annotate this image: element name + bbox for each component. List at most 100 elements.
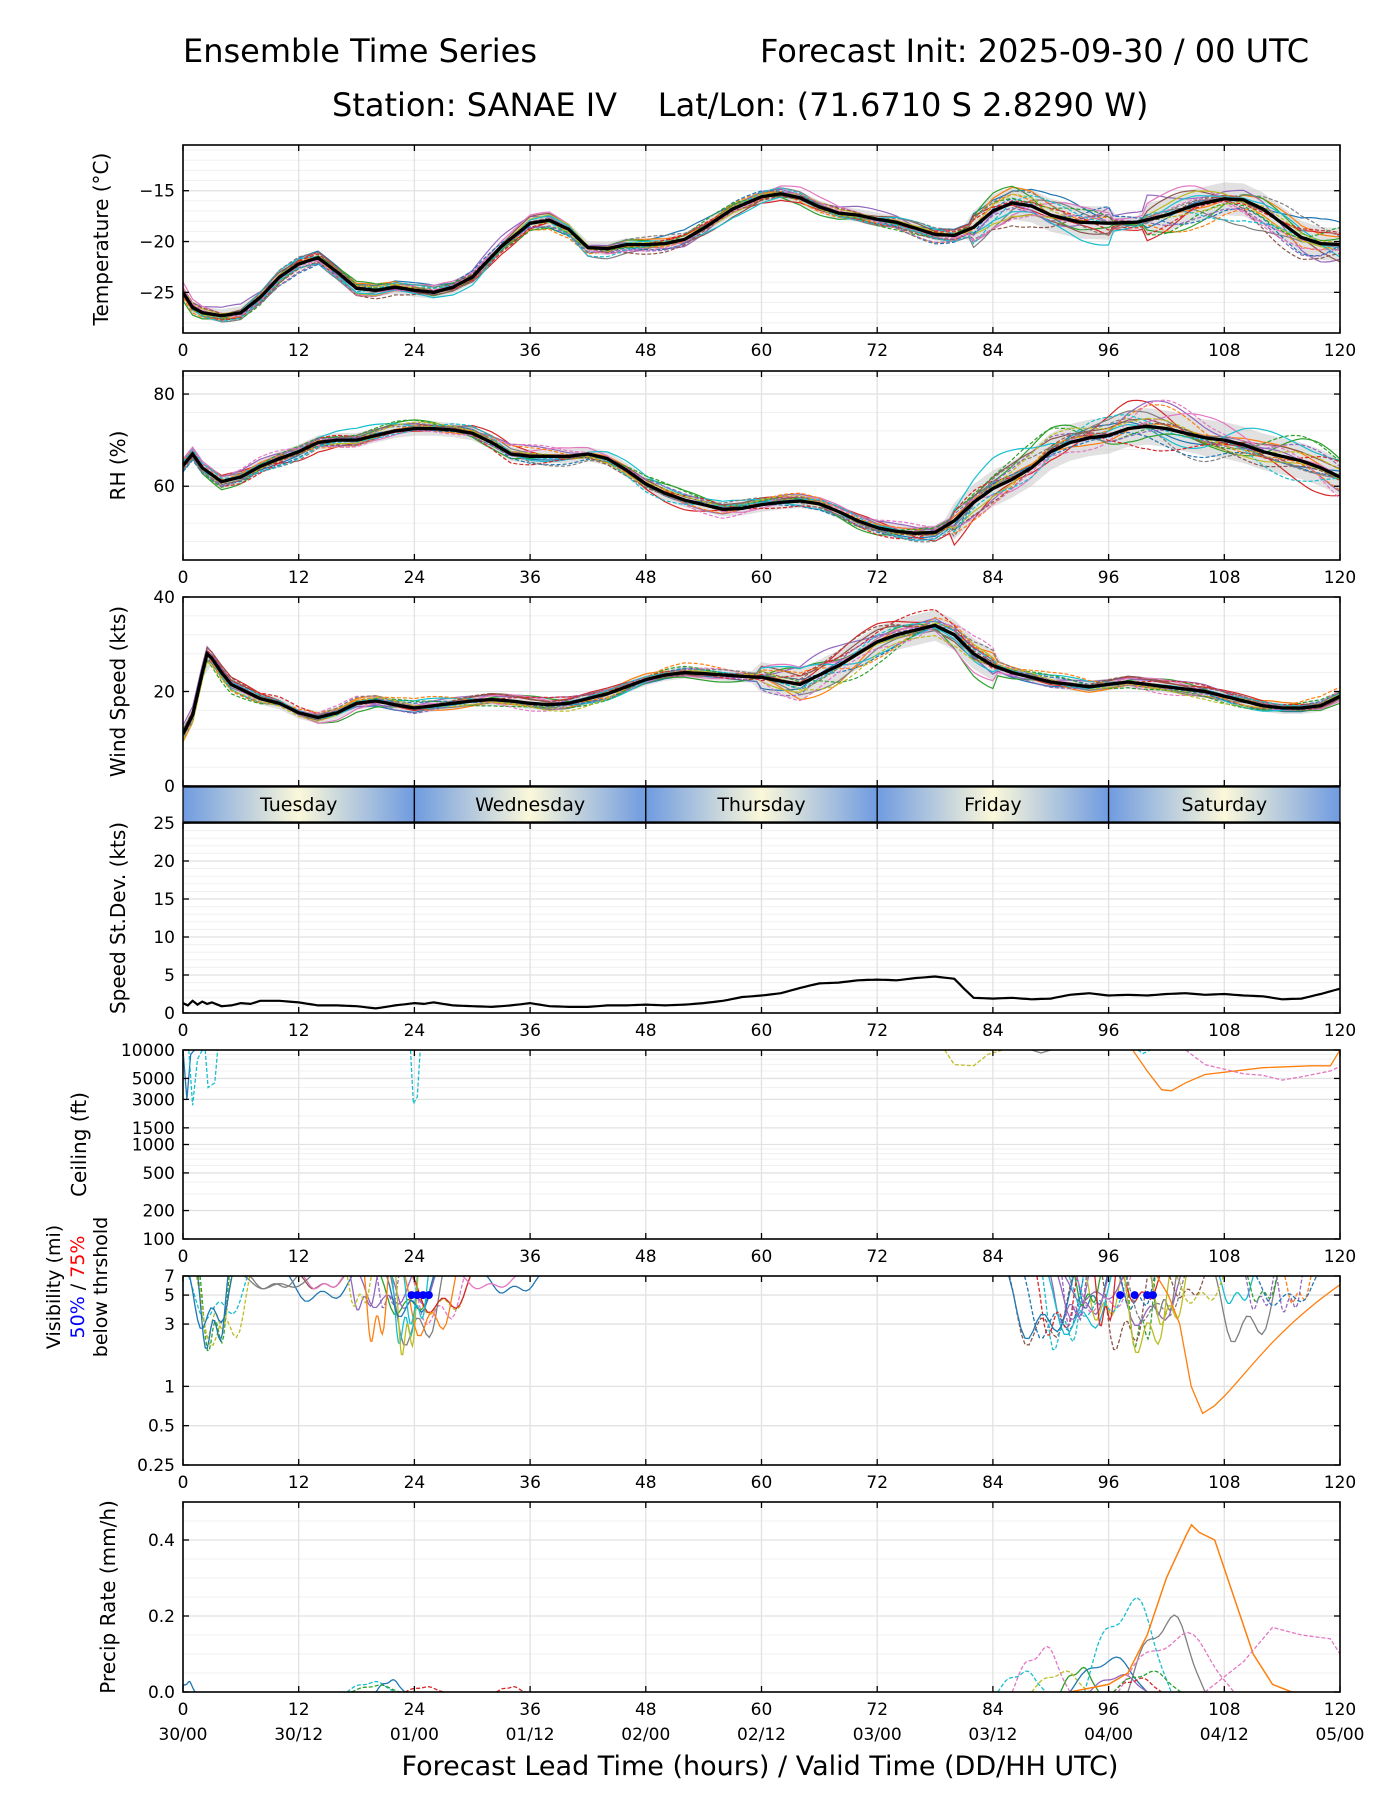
temp-member-line bbox=[183, 193, 1340, 318]
temp-ylabel: Temperature (°C) bbox=[89, 153, 113, 327]
vis-member-line bbox=[1008, 1276, 1073, 1346]
ceiling-ytick-label: 500 bbox=[143, 1164, 175, 1184]
precip-ytick-label: 0.4 bbox=[148, 1531, 175, 1551]
rh-xtick-label: 12 bbox=[288, 568, 310, 588]
ceiling-member-line bbox=[1185, 1050, 1340, 1081]
wind-ytick-label: 20 bbox=[153, 683, 175, 703]
pct75-label: 75% bbox=[67, 1236, 89, 1278]
ceiling-grid bbox=[182, 1049, 1341, 1240]
rh-series bbox=[183, 399, 1340, 547]
temp-ytick-label: −25 bbox=[139, 283, 175, 303]
temp-series bbox=[183, 182, 1340, 323]
precip-member-line bbox=[351, 1684, 401, 1692]
vis-member-line bbox=[197, 1276, 229, 1350]
vis-member-line bbox=[302, 1276, 345, 1290]
day-label: Wednesday bbox=[475, 794, 585, 816]
vis-50pct-marker bbox=[1148, 1291, 1157, 1300]
ceiling-member-line bbox=[944, 1050, 1003, 1067]
rh-xtick-label: 108 bbox=[1208, 568, 1240, 588]
ceiling-member-line bbox=[204, 1050, 219, 1089]
vis-xtick-label: 72 bbox=[866, 1473, 888, 1493]
vis-panel: 0.25 0.5 1 3 57 0 12 24 36 48 60 72 84 96 108 120 bbox=[137, 1267, 1356, 1493]
temp-ytick-label: −20 bbox=[139, 233, 175, 253]
ceiling-ytick-label: 1000 bbox=[132, 1136, 175, 1156]
rh-panel: 60 80 0 12 24 36 48 60 72 84 96 108 120 RH (%) bbox=[106, 370, 1356, 588]
visibility-label: Visibility (mi) bbox=[43, 1225, 65, 1349]
temp-member-line bbox=[183, 191, 1340, 319]
rh-xtick-label: 0 bbox=[178, 568, 189, 588]
vis-member-line bbox=[1041, 1276, 1084, 1351]
forecast-init-title: Forecast Init: 2025-09-30 / 00 UTC bbox=[760, 32, 1310, 70]
vis-member-line bbox=[1150, 1276, 1187, 1325]
valid-time-label: 04/00 bbox=[1084, 1725, 1133, 1745]
precip-xtick-label: 120 bbox=[1324, 1700, 1356, 1720]
vis-member-line bbox=[1168, 1276, 1206, 1299]
wind-panel: 0 20 40 Wind Speed (kts) bbox=[106, 588, 1341, 797]
precip-member-line bbox=[997, 1670, 1047, 1692]
sdev-xtick-label: 72 bbox=[866, 1021, 888, 1041]
rh-member-line bbox=[183, 417, 1340, 533]
valid-time-label: 04/12 bbox=[1200, 1725, 1249, 1745]
precip-xtick-label: 24 bbox=[404, 1700, 426, 1720]
visibility-threshold-label: 50% / 75% bbox=[67, 1236, 89, 1339]
sdev-xtick-label: 108 bbox=[1208, 1021, 1240, 1041]
temp-xtick-label: 84 bbox=[982, 341, 1004, 361]
vis-member-line bbox=[349, 1276, 378, 1311]
wind-series bbox=[183, 608, 1340, 743]
precip-member-line bbox=[1083, 1596, 1172, 1692]
wind-ylabel: Wind Speed (kts) bbox=[106, 606, 130, 777]
station-title: Station: SANAE IV Lat/Lon: (71.6710 S 2.… bbox=[332, 86, 1149, 124]
valid-time-label: 02/12 bbox=[737, 1725, 786, 1745]
vis-series bbox=[187, 1276, 1340, 1415]
precip-xtick-label: 12 bbox=[288, 1700, 310, 1720]
temp-member-line bbox=[183, 192, 1340, 321]
precip-member-line bbox=[346, 1680, 396, 1692]
rh-xtick-label: 48 bbox=[635, 568, 657, 588]
ceiling-series bbox=[183, 1050, 1340, 1106]
valid-time-label: 03/12 bbox=[968, 1725, 1017, 1745]
ceiling-xtick-label: 36 bbox=[519, 1247, 541, 1267]
wind-ytick-label: 0 bbox=[164, 777, 175, 797]
vis-member-line bbox=[1023, 1276, 1085, 1339]
ceiling-ytick-label: 100 bbox=[143, 1230, 175, 1250]
precip-xtick-label: 36 bbox=[519, 1700, 541, 1720]
temp-xtick-label: 60 bbox=[751, 341, 773, 361]
ceiling-member-line bbox=[409, 1050, 421, 1106]
vis-member-line bbox=[1036, 1276, 1078, 1336]
rh-xtick-label: 120 bbox=[1324, 568, 1356, 588]
temp-mean-line bbox=[183, 192, 1340, 318]
vis-member-line bbox=[403, 1276, 429, 1325]
vis-xtick-label: 12 bbox=[288, 1473, 310, 1493]
ceiling-member-line bbox=[1132, 1050, 1340, 1092]
day-cell bbox=[1107, 786, 1341, 823]
sdev-mean-line bbox=[183, 975, 1340, 1010]
vis-member-line bbox=[1075, 1276, 1132, 1313]
vis-ytick-label: 0.5 bbox=[148, 1417, 175, 1437]
vis-xtick-label: 120 bbox=[1324, 1473, 1356, 1493]
ceiling-xtick-label: 48 bbox=[635, 1247, 657, 1267]
sdev-xtick-label: 0 bbox=[178, 1021, 189, 1041]
vis-member-line bbox=[243, 1276, 312, 1290]
visibility-below-label: below thrshold bbox=[90, 1217, 112, 1357]
vis-member-line bbox=[391, 1276, 418, 1345]
sdev-xtick-label: 12 bbox=[288, 1021, 310, 1041]
temp-xtick-label: 36 bbox=[519, 341, 541, 361]
wind-ytick-label: 40 bbox=[153, 588, 175, 608]
ceiling-xtick-label: 12 bbox=[288, 1247, 310, 1267]
precip-member-line bbox=[1031, 1670, 1090, 1692]
rh-grid bbox=[182, 371, 1341, 560]
wind-mean-line bbox=[183, 623, 1340, 735]
vis-member-line bbox=[1094, 1276, 1117, 1327]
sdev-xtick-label: 48 bbox=[635, 1021, 657, 1041]
precip-ylabel: Precip Rate (mm/h) bbox=[96, 1500, 120, 1694]
precip-series bbox=[183, 1523, 1340, 1692]
vis-member-line bbox=[486, 1276, 540, 1294]
vis-member-line bbox=[1246, 1276, 1278, 1302]
temp-xtick-label: 0 bbox=[178, 341, 189, 361]
sdev-xtick-label: 96 bbox=[1098, 1021, 1120, 1041]
vis-member-line bbox=[1215, 1276, 1278, 1343]
chart-title: Ensemble Time Series bbox=[183, 32, 537, 70]
sdev-ytick-label: 25 bbox=[153, 814, 175, 834]
day-label: Saturday bbox=[1181, 794, 1267, 816]
sdev-xtick-label: 120 bbox=[1324, 1021, 1356, 1041]
